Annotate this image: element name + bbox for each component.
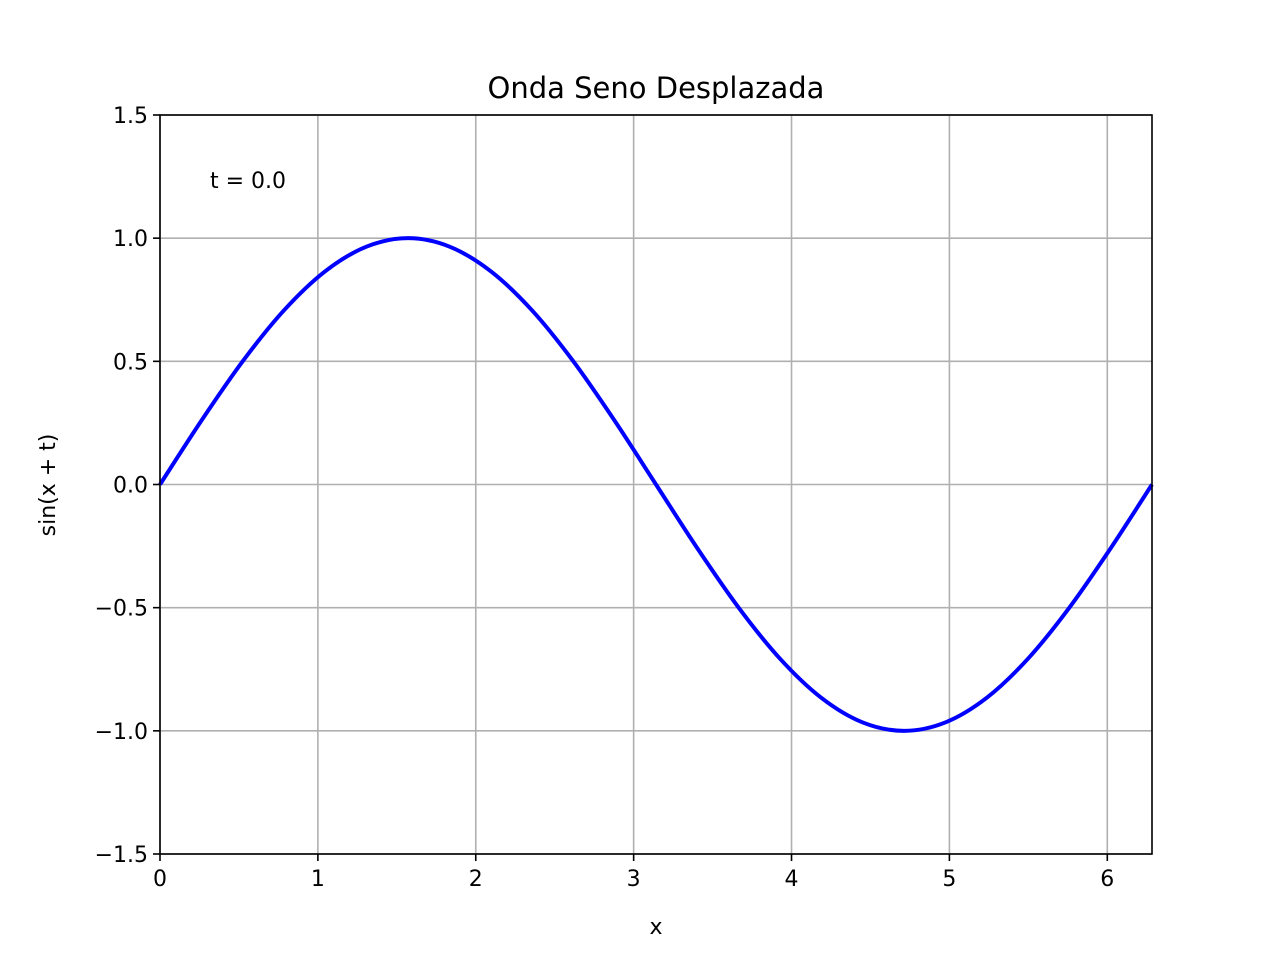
y-axis-label: sin(x + t) (36, 434, 61, 537)
y-tick-label: 1.0 (113, 227, 148, 252)
y-tick-label: 0.0 (113, 474, 148, 499)
series-layer (158, 236, 1154, 733)
y-tick-label: −0.5 (95, 597, 148, 622)
time-annotation: t = 0.0 (210, 169, 286, 194)
y-tick-label: 1.5 (113, 104, 148, 129)
tick-layer: 0 1 2 3 4 5 6 1.5 1.0 0.5 0.0 −0.5 −1.0 −1.5 (95, 104, 1115, 892)
x-tick-label: 0 (153, 867, 167, 892)
x-tick-label: 6 (1100, 867, 1114, 892)
chart-title: Onda Seno Desplazada (488, 71, 825, 105)
x-tick-label: 4 (785, 867, 799, 892)
x-axis-label: x (649, 915, 662, 940)
x-tick-label: 1 (311, 867, 325, 892)
y-tick-label: −1.0 (95, 720, 148, 745)
x-tick-label: 2 (469, 867, 483, 892)
y-tick-label: −1.5 (95, 843, 148, 868)
series-line (158, 236, 1154, 733)
x-tick-label: 3 (627, 867, 641, 892)
y-tick-label: 0.5 (113, 350, 148, 375)
x-tick-label: 5 (942, 867, 956, 892)
